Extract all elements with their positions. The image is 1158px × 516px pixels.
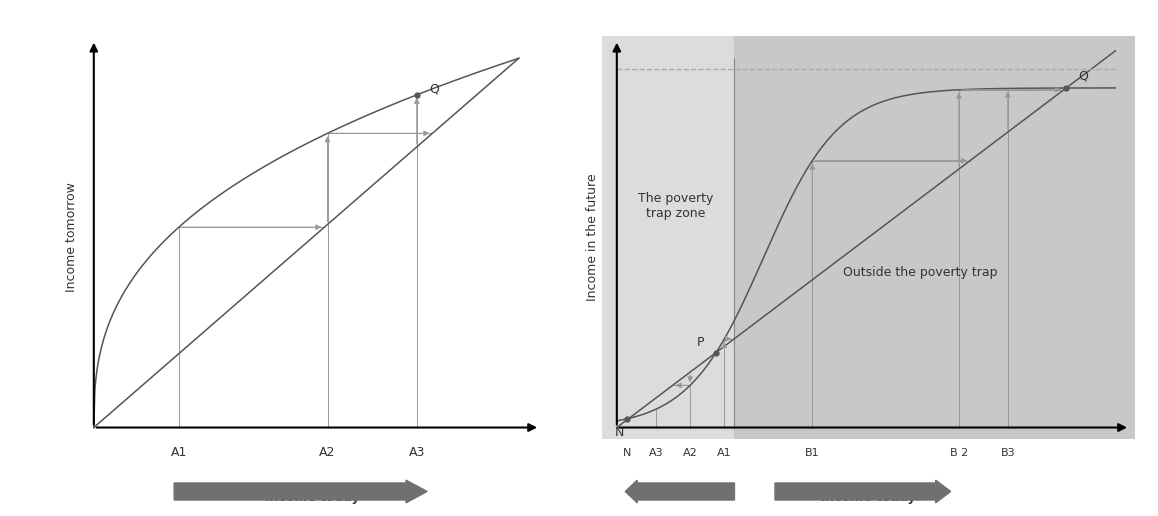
Text: B1: B1 bbox=[805, 448, 820, 458]
FancyArrow shape bbox=[625, 480, 734, 503]
Text: Q: Q bbox=[430, 83, 439, 96]
Text: B3: B3 bbox=[1001, 448, 1016, 458]
FancyArrow shape bbox=[174, 480, 427, 503]
Text: N: N bbox=[615, 426, 624, 439]
Text: A1: A1 bbox=[717, 448, 732, 458]
Text: A2: A2 bbox=[320, 446, 336, 459]
Text: A3: A3 bbox=[648, 448, 664, 458]
Text: P: P bbox=[696, 336, 704, 349]
FancyArrow shape bbox=[775, 480, 951, 503]
Text: Income today: Income today bbox=[821, 491, 916, 504]
Text: Outside the poverty trap: Outside the poverty trap bbox=[843, 266, 997, 279]
Text: Income today: Income today bbox=[265, 491, 360, 504]
Text: A1: A1 bbox=[170, 446, 186, 459]
Text: The poverty
trap zone: The poverty trap zone bbox=[638, 192, 713, 220]
Text: A3: A3 bbox=[409, 446, 425, 459]
Y-axis label: Income tomorrow: Income tomorrow bbox=[65, 183, 79, 292]
Text: N: N bbox=[622, 448, 631, 458]
Bar bbox=[734, 33, 1155, 439]
Text: B 2: B 2 bbox=[950, 448, 968, 458]
Y-axis label: Income in the future: Income in the future bbox=[586, 173, 600, 301]
Text: A2: A2 bbox=[683, 448, 697, 458]
Text: Q: Q bbox=[1078, 70, 1089, 83]
